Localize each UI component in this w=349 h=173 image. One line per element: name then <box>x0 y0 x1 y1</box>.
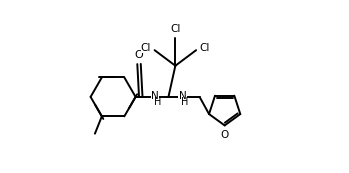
Text: Cl: Cl <box>200 43 210 53</box>
Text: O: O <box>221 130 229 140</box>
Text: N: N <box>179 91 186 101</box>
Text: O: O <box>135 50 143 60</box>
Text: N: N <box>151 91 159 101</box>
Text: Cl: Cl <box>171 24 181 34</box>
Text: H: H <box>181 97 188 107</box>
Text: H: H <box>154 97 161 107</box>
Text: Cl: Cl <box>141 43 151 53</box>
